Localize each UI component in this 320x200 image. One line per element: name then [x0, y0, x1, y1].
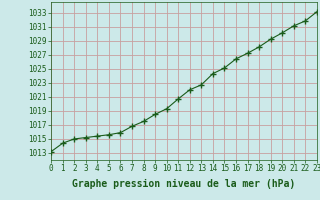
X-axis label: Graphe pression niveau de la mer (hPa): Graphe pression niveau de la mer (hPa) — [72, 179, 296, 189]
